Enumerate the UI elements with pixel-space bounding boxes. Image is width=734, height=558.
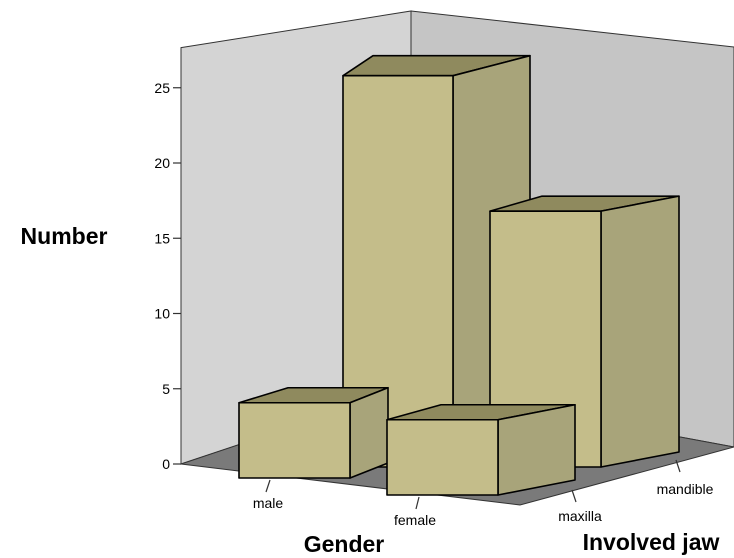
category-labels: male female maxilla mandible [253, 481, 714, 528]
bar-female-maxilla-side [497, 403, 576, 496]
y-tick-label-15: 15 [154, 230, 170, 246]
bars [238, 54, 680, 496]
y-tick-label-25: 25 [154, 80, 170, 96]
depth-tick-mandible [675, 459, 681, 473]
depth-tick-label-maxilla: maxilla [558, 508, 602, 524]
bar-female-maxilla [386, 403, 576, 496]
x-axis-title: Gender [304, 531, 385, 557]
y-tick-label-0: 0 [162, 456, 170, 472]
x-tick-male [265, 479, 271, 493]
bar-male-maxilla-front [238, 401, 351, 479]
y-axis-title: Number [21, 223, 108, 249]
y-tick-label-20: 20 [154, 155, 170, 171]
depth-axis-title: Involved jaw [583, 529, 720, 555]
x-tick-female [415, 496, 420, 510]
depth-tick-label-mandible: mandible [657, 481, 714, 497]
bar-female-mandible-side [600, 195, 680, 468]
bar-male-maxilla [238, 386, 389, 479]
x-tick-label-male: male [253, 495, 284, 511]
bar-male-maxilla-side [349, 386, 389, 479]
y-tick-label-10: 10 [154, 306, 170, 322]
y-axis: 0 5 10 15 20 25 [154, 47, 681, 510]
x-tick-label-female: female [394, 512, 436, 528]
bar-female-maxilla-front [386, 418, 499, 496]
y-tick-label-5: 5 [162, 381, 170, 397]
depth-tick-maxilla [571, 489, 577, 503]
